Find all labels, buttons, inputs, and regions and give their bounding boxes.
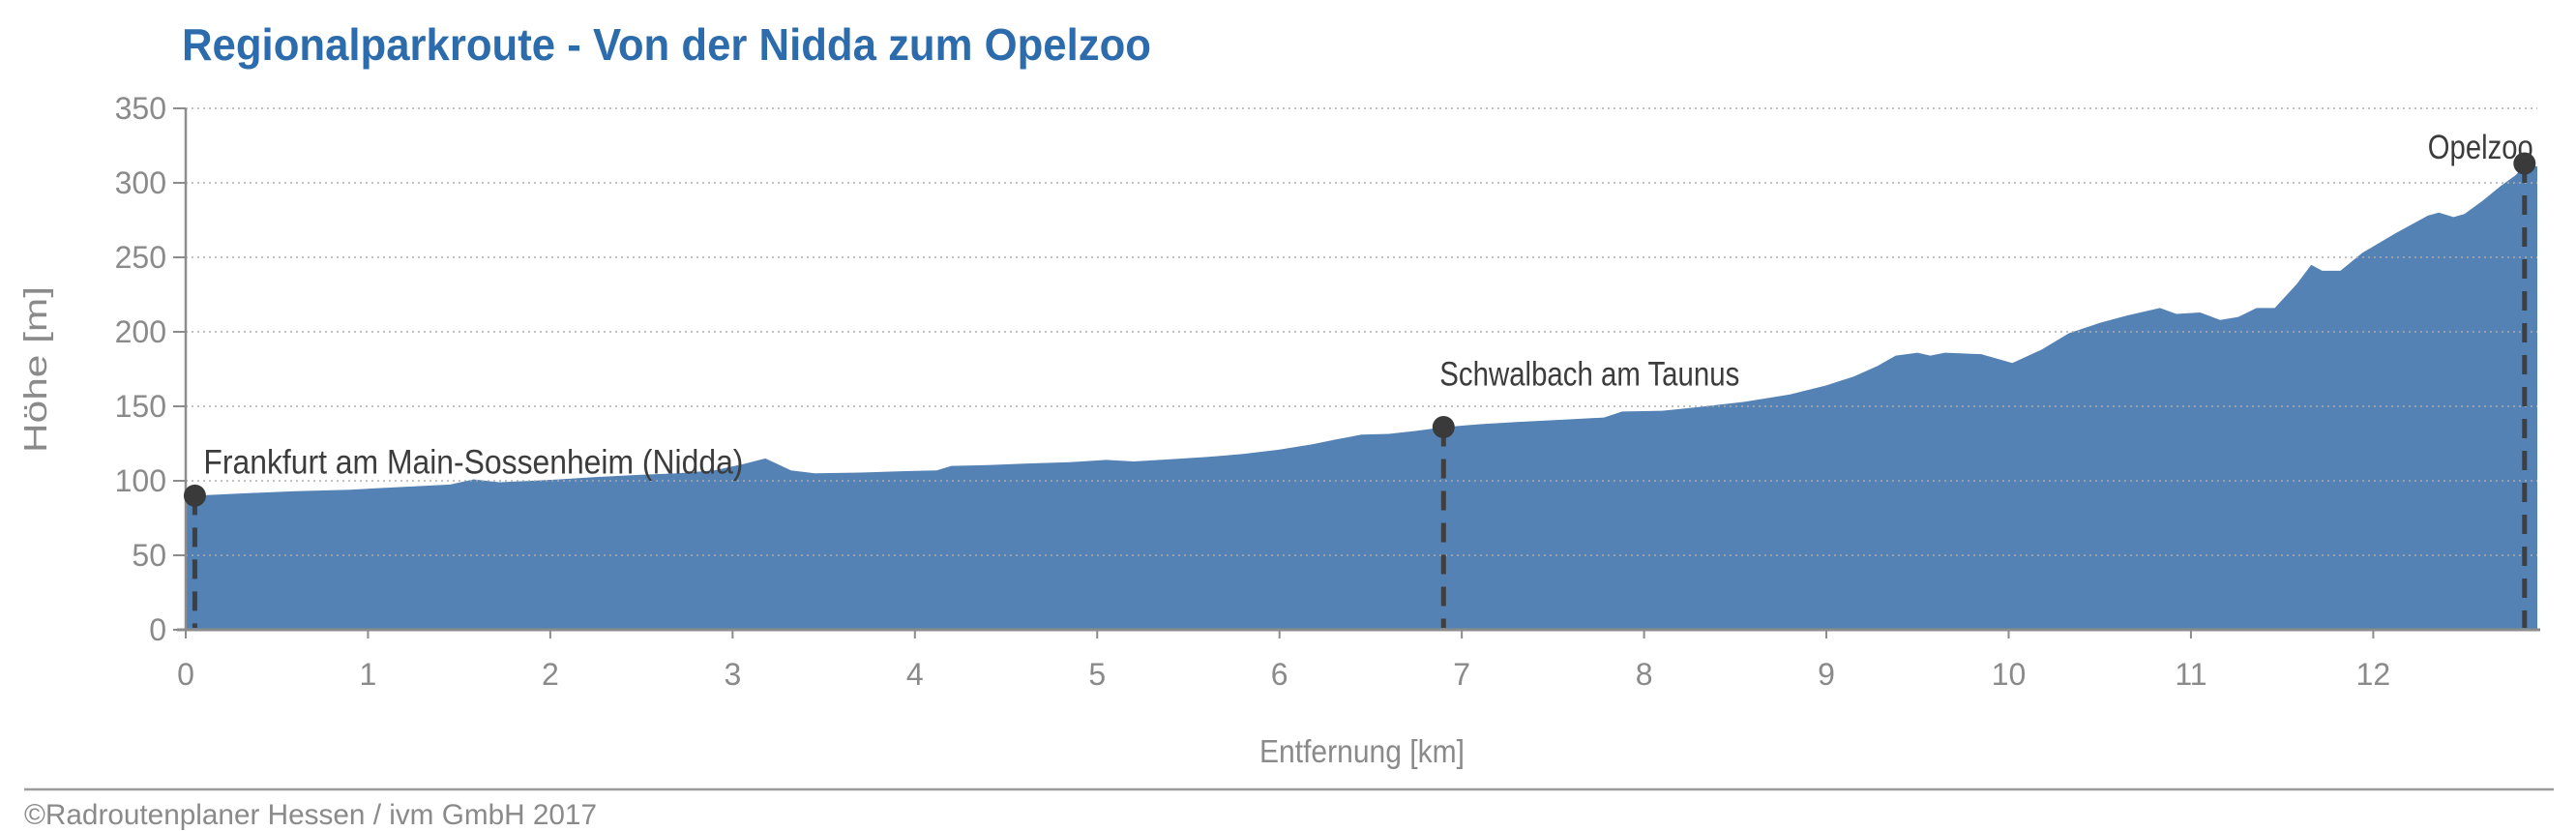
x-tick-label: 4: [906, 657, 924, 692]
x-tick-label: 10: [1992, 657, 2027, 692]
x-tick-label: 5: [1088, 657, 1106, 692]
waypoint-label: Schwalbach am Taunus: [1439, 356, 1739, 394]
y-tick-label: 200: [115, 314, 166, 349]
y-tick-label: 0: [149, 612, 166, 647]
y-tick-label: 150: [115, 389, 166, 424]
x-tick-label: 9: [1818, 657, 1835, 692]
x-axis-title: Entfernung [km]: [1259, 733, 1465, 769]
x-tick-label: 0: [177, 657, 194, 692]
x-tick-label: 3: [724, 657, 741, 692]
y-tick-label: 300: [115, 165, 166, 200]
y-tick-label: 350: [115, 91, 166, 126]
x-tick-label: 7: [1453, 657, 1470, 692]
waypoint-label: Opelzoo: [2428, 129, 2533, 166]
waypoint-marker: [1432, 416, 1455, 439]
x-tick-label: 11: [2175, 657, 2206, 692]
x-tick-label: 8: [1636, 657, 1653, 692]
waypoint-label: Frankfurt am Main-Sossenheim (Nidda): [203, 443, 743, 481]
y-tick-label: 50: [132, 538, 166, 573]
y-tick-label: 100: [115, 463, 166, 498]
waypoint-marker: [2513, 152, 2536, 175]
waypoint-marker: [183, 484, 206, 507]
y-axis-title: Höhe [m]: [17, 286, 53, 453]
x-tick-label: 6: [1271, 657, 1288, 692]
copyright-text: ©Radroutenplaner Hessen / ivm GmbH 2017: [24, 799, 597, 831]
y-tick-label: 250: [115, 240, 166, 275]
elevation-area: [186, 163, 2537, 630]
x-tick-label: 1: [360, 657, 377, 692]
x-tick-label: 2: [542, 657, 559, 692]
chart-title: Regionalparkroute - Von der Nidda zum Op…: [182, 19, 1151, 70]
x-tick-label: 12: [2356, 657, 2391, 692]
